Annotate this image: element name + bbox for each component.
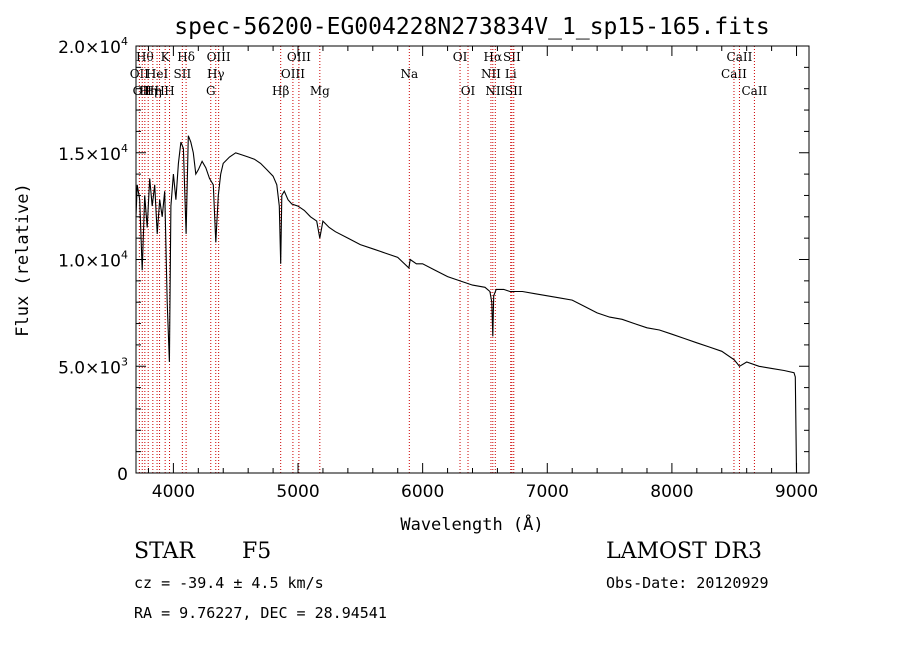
x-tick-label: 6000 <box>401 482 444 502</box>
chart-title: spec-56200-EG004228N273834V_1_sp15-165.f… <box>174 14 769 40</box>
line-marker-label: Mg <box>310 84 330 98</box>
line-marker-label: OIII <box>287 50 311 64</box>
line-marker-label: Hβ <box>272 84 289 98</box>
x-tick-label: 4000 <box>152 482 195 502</box>
y-tick-label: 0 <box>117 465 128 485</box>
line-marker-label: Li <box>505 67 517 81</box>
x-axis-label: Wavelength (Å) <box>400 513 543 535</box>
plot-frame <box>135 45 810 474</box>
line-marker-label: CaII <box>721 67 747 81</box>
line-marker-label: SII <box>174 67 192 81</box>
line-marker-label: CaII <box>741 84 767 98</box>
line-marker-label: OIII <box>281 67 305 81</box>
line-marker-label: OII <box>133 84 153 98</box>
line-marker-label: OI <box>461 84 476 98</box>
spectrum-series <box>135 135 798 474</box>
y-axis-label: Flux (relative) <box>13 183 33 337</box>
ra-dec-coordinates: RA = 9.76227, DEC = 28.94541 <box>134 604 387 622</box>
redshift-cz: cz = -39.4 ± 4.5 km/s <box>134 574 324 592</box>
y-axis: 0 5.0×103 1.0×104 1.5×104 2.0×104 <box>58 35 809 485</box>
line-marker-label: SII <box>503 50 521 64</box>
object-class: STAR <box>134 539 195 564</box>
line-marker-label: H <box>164 84 174 98</box>
line-marker-label: K <box>161 50 171 64</box>
line-marker-label: OIII <box>207 50 231 64</box>
line-marker-label: OI <box>453 50 468 64</box>
survey-name: LAMOST DR3 <box>606 539 762 564</box>
line-marker-label: H <box>154 84 164 98</box>
line-marker-label: NII <box>481 67 501 81</box>
line-marker-label: Hδ <box>177 50 195 64</box>
x-tick-label: 9000 <box>775 482 818 502</box>
y-tick-label: 1.0×104 <box>58 249 128 272</box>
spectrum-chart: spec-56200-EG004228N273834V_1_sp15-165.f… <box>13 14 818 535</box>
y-tick-label: 5.0×103 <box>58 355 128 378</box>
line-marker-label: Hθ <box>136 50 154 64</box>
x-axis: 4000 5000 6000 7000 8000 9000 <box>147 46 818 502</box>
y-tick-label: 1.5×104 <box>58 142 128 165</box>
line-marker-label: SII <box>505 84 523 98</box>
line-marker-label: Hα <box>484 50 503 64</box>
object-subclass: F5 <box>242 539 272 564</box>
x-tick-label: 8000 <box>650 482 693 502</box>
spectrum-line <box>135 135 798 474</box>
line-marker-label: Hγ <box>207 67 225 81</box>
line-marker-label: NII <box>485 84 505 98</box>
y-tick-label: 2.0×104 <box>58 35 128 58</box>
x-tick-label: 7000 <box>526 482 569 502</box>
line-marker-label: Na <box>400 67 418 81</box>
line-marker-label: G <box>206 84 216 98</box>
observation-date: Obs-Date: 20120929 <box>606 574 769 592</box>
emission-line-markers: OIIOIIHθHηHηHeIHKHSIIHδGHγOIIIHβOIIIOIII… <box>130 46 768 473</box>
x-tick-label: 5000 <box>276 482 319 502</box>
line-marker-label: CaII <box>727 50 753 64</box>
line-marker-label: HeI <box>146 67 169 81</box>
